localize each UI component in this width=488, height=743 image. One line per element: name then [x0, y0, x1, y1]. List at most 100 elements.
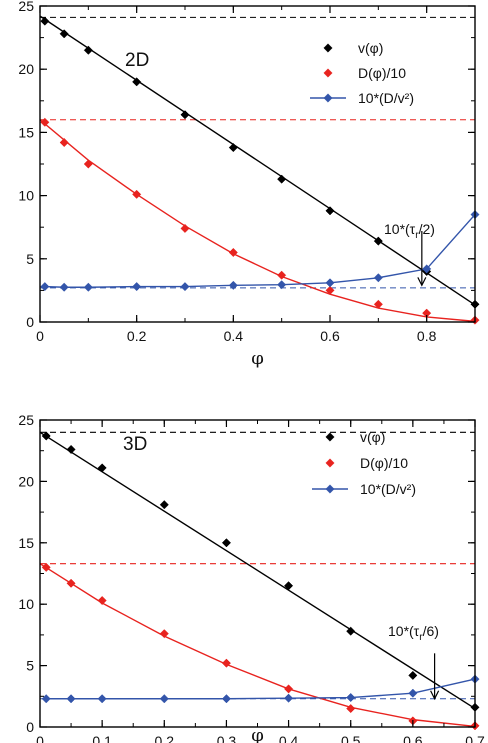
legend-label: 10*(D/v²)	[358, 90, 414, 106]
annotation-text: 10*(τ	[384, 221, 416, 237]
plot-frame	[39, 419, 476, 728]
x-axis-label: φ	[251, 725, 264, 743]
legend-marker	[325, 458, 335, 468]
data-point-s1-3	[159, 629, 169, 639]
data-point-s1-1	[66, 578, 76, 588]
legend-marker	[325, 484, 335, 494]
x-tick-label: 0.4	[224, 328, 244, 344]
x-tick-label: 0.6	[320, 328, 340, 344]
fit-line-0	[39, 431, 476, 710]
y-tick-label: 15	[18, 124, 34, 140]
data-point-s1-0	[40, 117, 50, 127]
data-point-s1-4	[180, 223, 190, 234]
data-point-s2-7	[325, 278, 335, 288]
legend-marker	[323, 43, 333, 53]
data-point-s0-2	[83, 45, 93, 55]
x-tick-label: 0.4	[279, 733, 299, 743]
y-tick-label: 20	[18, 473, 34, 489]
data-point-s2-1	[66, 694, 76, 704]
x-tick-label: 0	[36, 733, 44, 743]
data-point-s2-4	[180, 282, 190, 292]
data-point-s0-4	[221, 538, 231, 548]
data-point-s0-5	[228, 143, 238, 153]
x-tick-label: 0.1	[92, 733, 112, 743]
data-point-s0-8	[373, 236, 383, 246]
y-tick-label: 0	[26, 314, 34, 330]
x-tick-label: 0.6	[403, 733, 423, 743]
y-tick-label: 5	[26, 658, 34, 674]
data-point-s2-5	[228, 280, 238, 290]
fit-line-1	[39, 119, 476, 323]
data-point-s0-5	[284, 581, 294, 591]
legend-marker	[323, 68, 333, 78]
annotation-rest: /2)	[419, 221, 435, 237]
data-point-s2-1	[59, 282, 69, 292]
data-point-s0-7	[325, 206, 335, 216]
x-tick-label: 0.2	[127, 328, 147, 344]
data-point-s1-4	[221, 658, 231, 668]
panel-label: 2D	[125, 50, 149, 71]
annotation-subscript: r	[415, 230, 419, 241]
chart-panel-3d: 0 0.1 0.2 0.3 0.4 0.5 0.6 0.7 0 5 10 15 20 25 φ 3D v(φ) D…	[18, 412, 485, 743]
data-point-s1-6	[346, 704, 356, 714]
annotation-arrow-head	[430, 690, 440, 701]
x-tick-label: 0.7	[465, 733, 485, 743]
data-point-s0-0	[41, 431, 51, 441]
annotation-rest: /6)	[423, 623, 439, 639]
data-point-s2-2	[83, 282, 93, 292]
x-tick-label: 0.8	[417, 328, 437, 344]
data-point-s1-5	[284, 684, 294, 694]
data-point-s1-0	[41, 562, 51, 572]
y-tick-label: 5	[26, 251, 34, 267]
legend-marker	[323, 93, 333, 103]
fit-line-1	[39, 563, 476, 728]
data-point-s1-3	[132, 189, 142, 199]
data-point-s0-3	[132, 77, 142, 87]
data-point-s1-2	[97, 595, 107, 606]
x-axis-label: φ	[251, 348, 264, 369]
x-tick-label: 0	[36, 328, 44, 344]
data-point-s1-6	[277, 270, 287, 280]
data-point-s0-4	[180, 110, 190, 120]
chart-panel-2d: 0 0.2 0.4 0.6 0.8 0 5 10 15 20 25 φ 2D v(φ) D(φ)/10 10*…	[18, 0, 480, 369]
series-line-2	[46, 678, 476, 700]
y-tick-label: 20	[18, 61, 34, 77]
data-point-s2-6	[277, 280, 287, 290]
x-tick-label: 0.2	[155, 733, 175, 743]
data-point-s0-2	[97, 463, 107, 473]
legend-label: v(φ)	[358, 40, 383, 56]
legend-label: D(φ)/10	[360, 455, 408, 471]
legend-marker	[325, 432, 335, 442]
data-point-s2-0	[41, 694, 51, 704]
plot-frame	[39, 5, 476, 323]
data-point-s2-6	[346, 692, 356, 703]
data-point-s0-6	[277, 174, 287, 184]
data-point-s2-2	[97, 694, 107, 704]
data-point-s0-7	[408, 670, 418, 680]
x-tick-label: 0.5	[341, 733, 361, 743]
data-point-s1-7	[325, 285, 335, 295]
y-tick-label: 25	[18, 0, 34, 14]
data-point-s2-9	[422, 264, 432, 274]
y-tick-label: 10	[18, 596, 34, 612]
data-point-s2-3	[159, 694, 169, 704]
y-tick-label: 10	[18, 188, 34, 204]
data-point-s1-1	[59, 137, 69, 148]
data-point-s2-8	[373, 273, 383, 283]
y-tick-label: 0	[26, 719, 34, 735]
data-point-s0-3	[159, 500, 169, 510]
data-point-s0-0	[40, 16, 50, 26]
data-point-s2-0	[40, 282, 50, 292]
data-point-s2-3	[132, 282, 142, 292]
data-point-s2-5	[284, 693, 294, 703]
annotation-label: 10*(τr/2)	[384, 221, 435, 241]
legend-label: 10*(D/v²)	[360, 481, 416, 497]
data-point-s0-6	[346, 626, 356, 636]
annotation-arrow-head	[417, 277, 427, 287]
data-point-s0-1	[66, 444, 76, 455]
legend-label: v(φ)	[360, 429, 385, 445]
data-point-s2-7	[408, 688, 418, 698]
data-point-s2-4	[221, 694, 231, 704]
data-point-s1-5	[228, 247, 238, 258]
